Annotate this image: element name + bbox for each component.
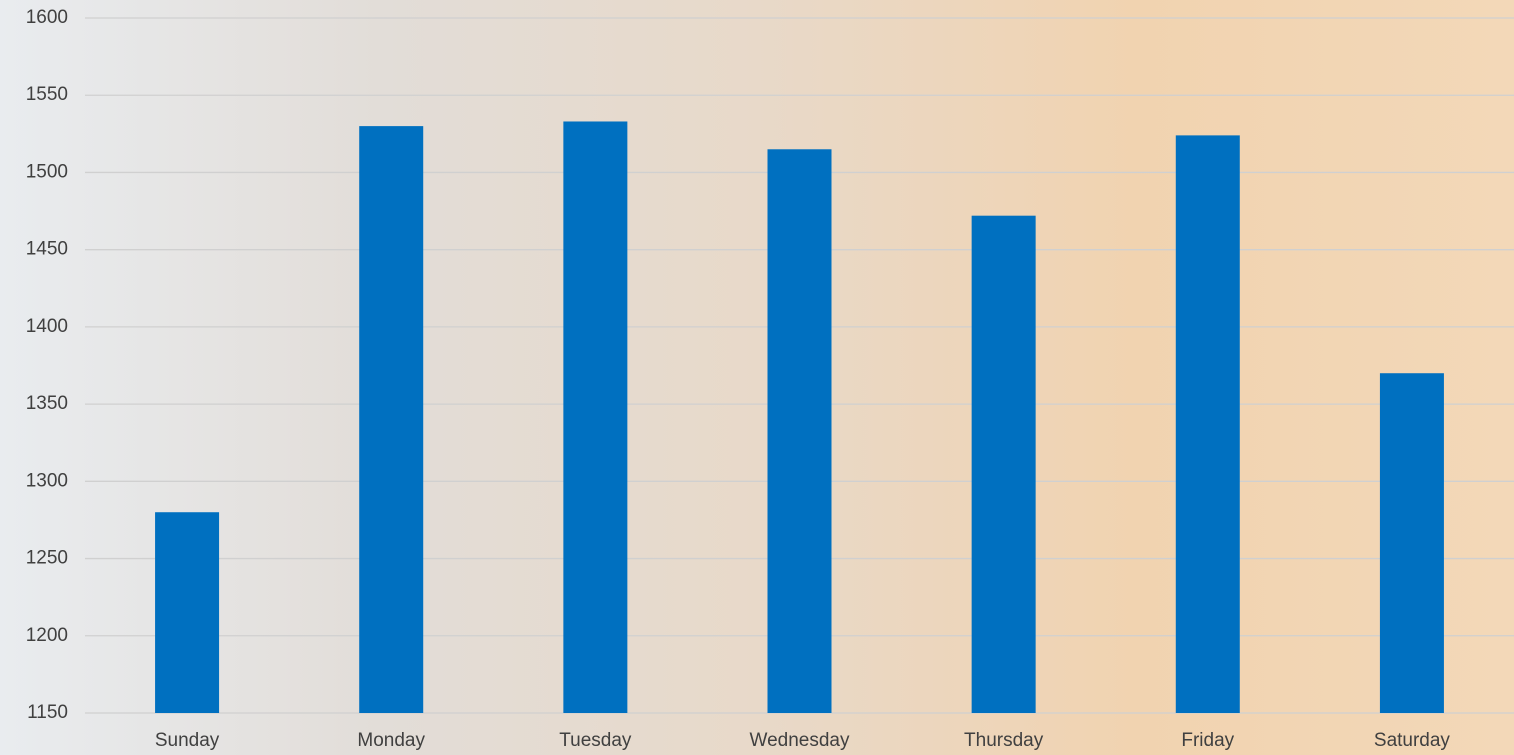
bar (1175, 135, 1240, 713)
x-tick-label: Saturday (1374, 730, 1451, 751)
bar (563, 121, 628, 713)
bar (971, 215, 1036, 713)
bar (1379, 373, 1444, 713)
x-tick-label: Sunday (155, 730, 220, 751)
y-tick-label: 1450 (26, 239, 68, 260)
y-tick-label: 1200 (26, 625, 68, 646)
y-tick-label: 1300 (26, 470, 68, 491)
y-tick-label: 1400 (26, 316, 68, 337)
y-tick-label: 1550 (26, 84, 68, 105)
x-tick-label: Thursday (964, 730, 1044, 751)
x-tick-label: Friday (1181, 730, 1234, 751)
x-tick-label: Tuesday (559, 730, 632, 751)
y-tick-label: 1500 (26, 161, 68, 182)
x-tick-label: Monday (357, 730, 425, 751)
bar (359, 126, 424, 714)
y-tick-label: 1250 (26, 548, 68, 569)
x-tick-label: Wednesday (750, 730, 850, 751)
y-tick-label: 1600 (26, 7, 68, 28)
y-tick-label: 1150 (27, 702, 68, 723)
y-tick-label: 1350 (26, 393, 68, 414)
bar (767, 149, 832, 713)
bar (155, 512, 220, 713)
